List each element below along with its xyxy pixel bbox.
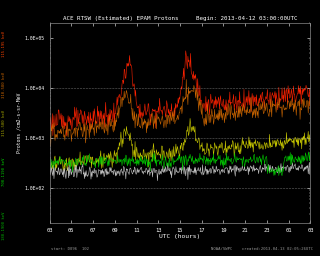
Text: NOAA/SWPC    created:2013-04-13 02:05:26UTC: NOAA/SWPC created:2013-04-13 02:05:26UTC bbox=[212, 247, 314, 251]
Text: start: D096  102: start: D096 102 bbox=[51, 247, 89, 251]
Text: 180-1900 keV: 180-1900 keV bbox=[2, 211, 6, 240]
Y-axis label: Protons /cm2-s-sr-MeV: Protons /cm2-s-sr-MeV bbox=[17, 93, 22, 153]
Text: 700-1190 keV: 700-1190 keV bbox=[2, 157, 6, 186]
Text: 310-580 keV: 310-580 keV bbox=[2, 71, 6, 98]
Text: 115-195 keV: 115-195 keV bbox=[2, 30, 6, 57]
Text: 315-500 keV: 315-500 keV bbox=[2, 110, 6, 136]
Title: ACE RTSW (Estimated) EPAM Protons     Begin: 2013-04-12 03:00:00UTC: ACE RTSW (Estimated) EPAM Protons Begin:… bbox=[63, 16, 297, 21]
X-axis label: UTC (hours): UTC (hours) bbox=[159, 234, 201, 239]
